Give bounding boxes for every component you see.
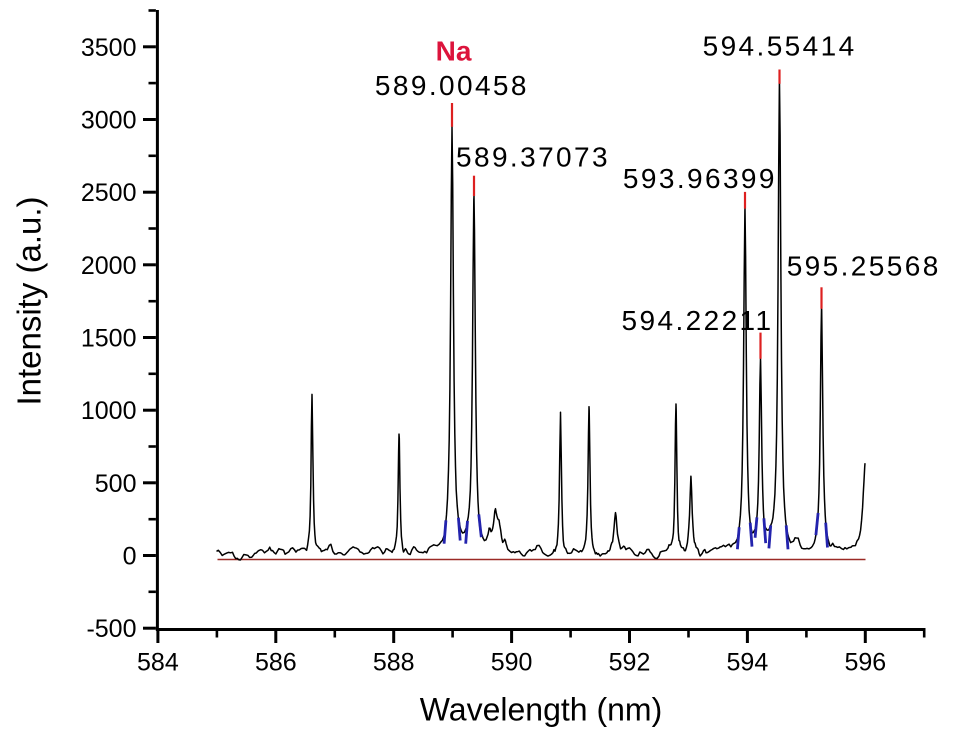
svg-text:Wavelength (nm): Wavelength (nm)	[420, 692, 662, 728]
svg-text:596: 596	[844, 649, 886, 677]
svg-text:3500: 3500	[81, 34, 137, 62]
svg-text:1500: 1500	[81, 325, 137, 353]
svg-text:594.22211: 594.22211	[622, 305, 774, 336]
svg-text:595.25568: 595.25568	[787, 251, 941, 282]
svg-text:2000: 2000	[81, 252, 137, 280]
svg-text:500: 500	[95, 470, 137, 498]
svg-text:588: 588	[373, 649, 415, 677]
svg-text:592: 592	[609, 649, 651, 677]
svg-text:2500: 2500	[81, 179, 137, 207]
svg-text:1000: 1000	[81, 397, 137, 425]
svg-text:-500: -500	[86, 615, 136, 643]
svg-text:584: 584	[137, 649, 179, 677]
svg-text:586: 586	[255, 649, 297, 677]
svg-text:0: 0	[123, 543, 137, 571]
svg-text:593.96399: 593.96399	[623, 163, 777, 194]
svg-text:3000: 3000	[81, 107, 137, 135]
svg-text:Na: Na	[436, 35, 472, 66]
svg-text:590: 590	[491, 649, 533, 677]
svg-text:589.00458: 589.00458	[375, 70, 529, 101]
svg-text:589.37073: 589.37073	[456, 141, 610, 172]
svg-text:Intensity (a.u.): Intensity (a.u.)	[11, 196, 48, 405]
svg-text:594: 594	[727, 649, 769, 677]
svg-text:594.55414: 594.55414	[703, 30, 857, 61]
